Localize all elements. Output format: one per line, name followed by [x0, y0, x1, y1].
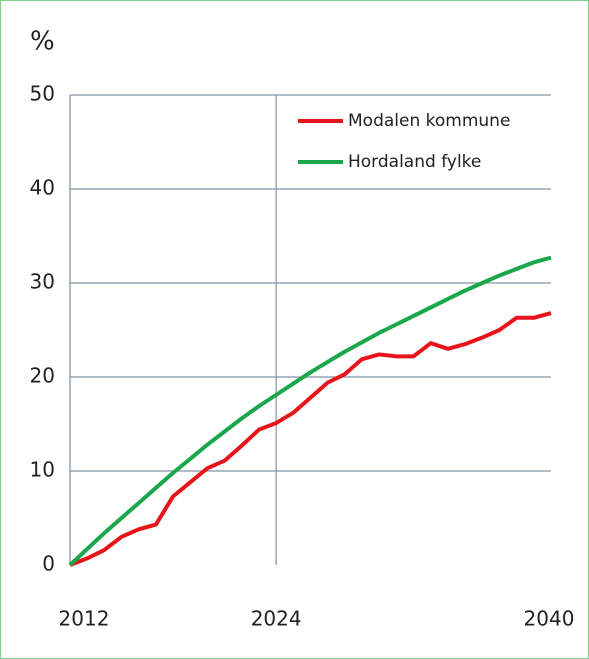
y-tick-label: 30: [30, 270, 55, 294]
series-line: [68, 255, 552, 567]
x-tick-label: 2012: [59, 607, 110, 631]
x-tick-label: 2024: [251, 607, 302, 631]
y-tick-label: 20: [30, 364, 55, 388]
y-axis-label: %: [30, 27, 55, 57]
legend-label: Modalen kommune: [348, 111, 510, 131]
series-line: [69, 311, 552, 567]
legend-label: Hordaland fylke: [348, 152, 481, 172]
x-tick-label: 2040: [524, 607, 575, 631]
y-tick-label: 40: [30, 176, 55, 200]
y-tick-label: 0: [42, 552, 55, 576]
y-tick-label: 50: [30, 82, 55, 106]
y-tick-label: 10: [30, 458, 55, 482]
